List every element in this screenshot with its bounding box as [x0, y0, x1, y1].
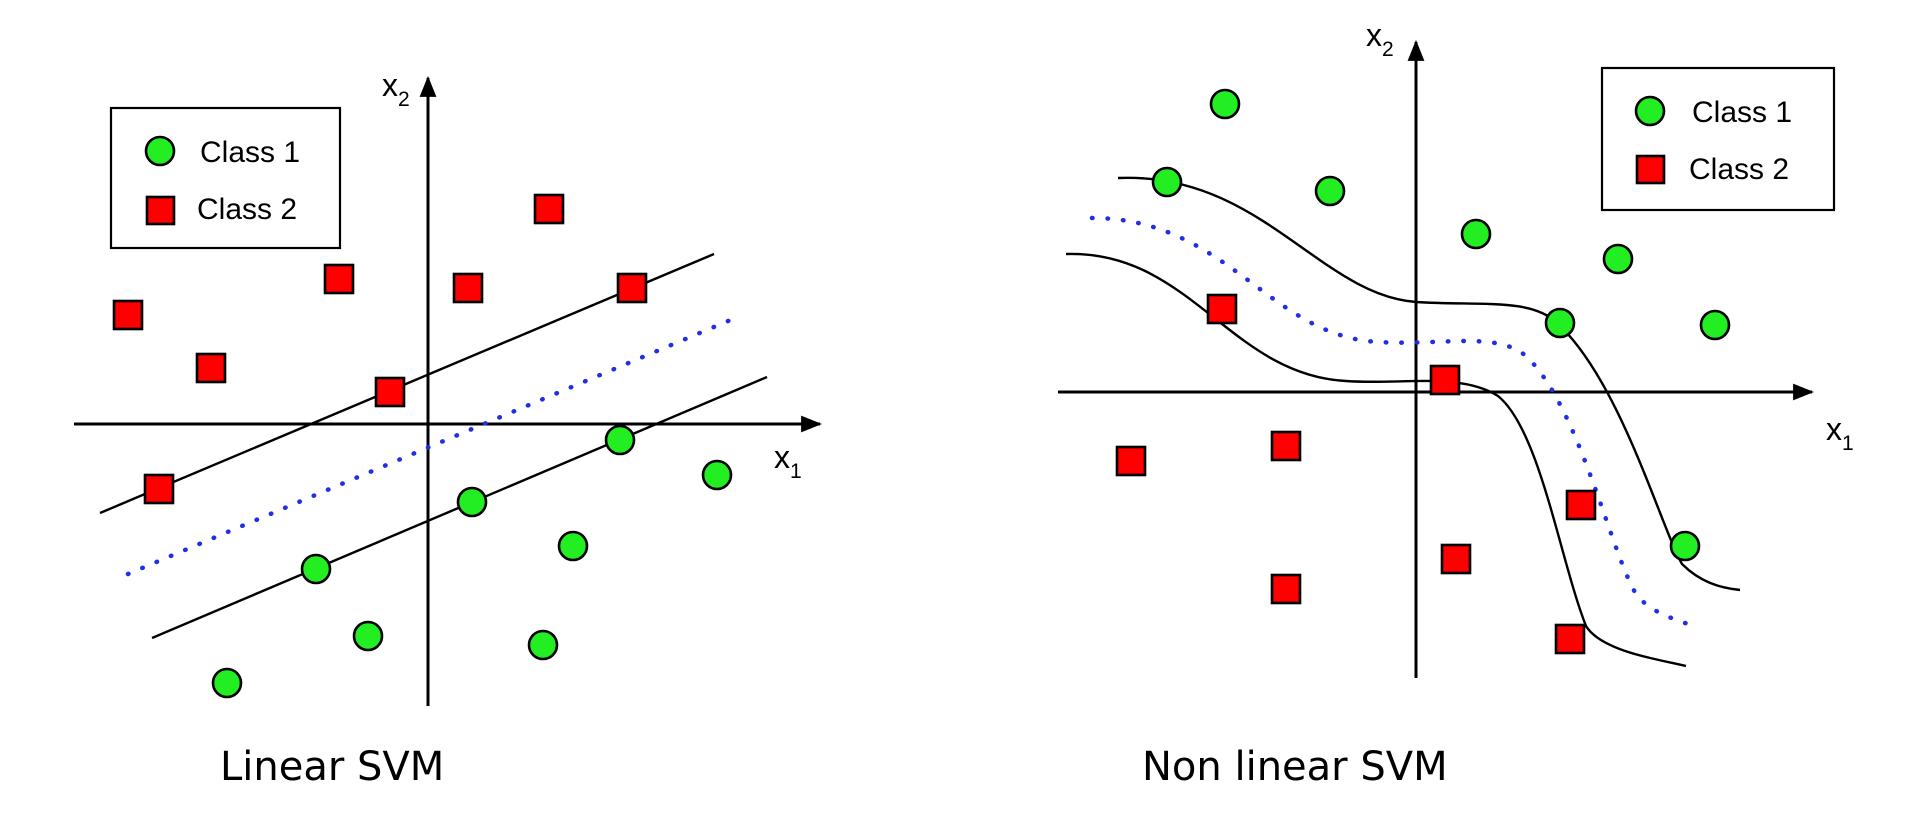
class1-point: [527, 629, 559, 661]
class2-point: [195, 352, 227, 384]
linear-decision-boundary: [125, 313, 743, 577]
class2-point: [323, 263, 355, 295]
class2-point: [1565, 489, 1597, 521]
class2-point: [143, 473, 175, 505]
class1-point: [211, 667, 243, 699]
class1-point: [1460, 218, 1492, 250]
class1-point: [604, 424, 636, 456]
class2-point: [374, 376, 406, 408]
nonlinear-legend: Class 1 Class 2: [1600, 66, 1836, 212]
class2-point: [1270, 430, 1302, 462]
nonlinear-svm-caption: Non linear SVM: [1142, 744, 1448, 790]
linear-svm-caption: Linear SVM: [220, 744, 444, 790]
class1-point: [1151, 166, 1183, 198]
class1-point: [352, 620, 384, 652]
linear-legend-box: [109, 106, 342, 250]
linear-legend: Class 1 Class 2: [109, 106, 342, 250]
nonlinear-legend-box: [1600, 66, 1836, 212]
class1-point: [1699, 309, 1731, 341]
legend-class2-label: Class 2: [197, 193, 297, 226]
legend-class2-marker: [1635, 154, 1666, 185]
nonlinear-y-axis-label: x2: [1366, 17, 1394, 61]
nonlinear-lower-margin-curve: [1065, 252, 1687, 668]
class2-point: [1429, 364, 1461, 396]
class1-point: [557, 530, 589, 562]
legend-class2-marker: [145, 195, 176, 226]
class2-point: [1440, 543, 1472, 575]
class2-point: [533, 193, 565, 225]
class2-point: [616, 272, 648, 304]
class2-point: [452, 272, 484, 304]
nonlinear-upper-margin-curve: [1117, 176, 1741, 592]
nonlinear-decision-boundary: [1089, 215, 1701, 631]
legend-class1-marker: [144, 135, 176, 167]
class1-point: [1602, 243, 1634, 275]
class1-point: [456, 486, 488, 518]
class2-point: [112, 299, 144, 331]
class1-point: [1314, 175, 1346, 207]
class1-point: [1669, 530, 1701, 562]
nonlinear-class2-points: [1115, 293, 1597, 655]
legend-class1-marker: [1634, 95, 1666, 127]
linear-upper-margin-line: [99, 252, 715, 515]
legend-class1-label: Class 1: [1692, 96, 1792, 129]
class2-point: [1554, 623, 1586, 655]
linear-class1-points: [211, 424, 733, 699]
nonlinear-class1-points: [1151, 88, 1731, 562]
linear-y-axis-label: x2: [382, 67, 410, 111]
nonlinear-x-axis-label: x1: [1826, 411, 1854, 455]
nonlinear-svm-diagram: x1 x2: [1058, 17, 1854, 790]
linear-class2-points: [112, 193, 648, 505]
linear-x-axis-label: x1: [774, 439, 802, 483]
class2-point: [1115, 445, 1147, 477]
legend-class1-label: Class 1: [200, 136, 300, 169]
linear-svm-diagram: x1 x2: [74, 67, 823, 790]
class2-point: [1270, 573, 1302, 605]
legend-class2-label: Class 2: [1689, 153, 1789, 186]
class1-point: [300, 553, 332, 585]
class1-point: [1544, 307, 1576, 339]
class1-point: [1209, 88, 1241, 120]
class1-point: [701, 459, 733, 491]
class2-point: [1206, 293, 1238, 325]
